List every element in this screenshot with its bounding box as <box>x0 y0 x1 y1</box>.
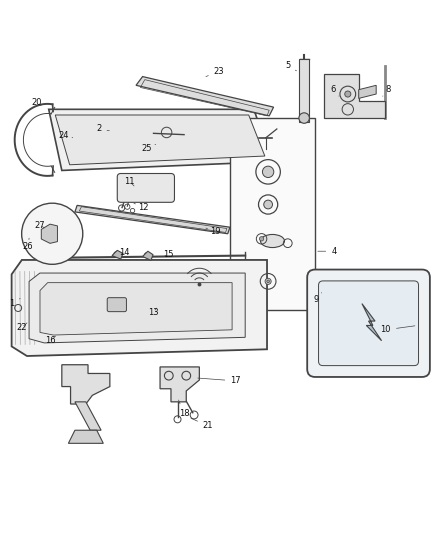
Polygon shape <box>112 251 123 259</box>
Bar <box>299 59 309 123</box>
Text: 16: 16 <box>46 336 56 345</box>
Polygon shape <box>40 282 232 335</box>
Text: 18: 18 <box>179 400 189 418</box>
Polygon shape <box>55 115 265 165</box>
Text: 14: 14 <box>119 248 130 257</box>
Polygon shape <box>75 205 230 234</box>
Circle shape <box>262 166 274 177</box>
Text: 4: 4 <box>318 247 336 256</box>
Polygon shape <box>75 402 101 430</box>
Polygon shape <box>160 367 199 402</box>
Polygon shape <box>68 430 103 443</box>
FancyBboxPatch shape <box>107 297 127 312</box>
Circle shape <box>267 280 269 282</box>
Circle shape <box>265 278 271 285</box>
FancyBboxPatch shape <box>318 281 419 366</box>
Polygon shape <box>41 224 57 244</box>
Polygon shape <box>29 273 245 343</box>
Circle shape <box>264 200 272 209</box>
Polygon shape <box>49 109 272 171</box>
Text: 20: 20 <box>32 98 42 107</box>
Text: 6: 6 <box>331 85 339 96</box>
Text: 25: 25 <box>142 144 155 153</box>
Text: 2: 2 <box>96 125 110 133</box>
Text: 23: 23 <box>206 67 224 77</box>
Text: 5: 5 <box>285 61 297 71</box>
Text: 15: 15 <box>163 250 174 259</box>
Text: 11: 11 <box>124 177 135 186</box>
Circle shape <box>345 91 351 97</box>
Bar <box>230 118 315 310</box>
Ellipse shape <box>261 235 285 247</box>
Text: 19: 19 <box>206 227 221 236</box>
Text: 27: 27 <box>35 221 45 230</box>
Polygon shape <box>62 365 110 404</box>
FancyBboxPatch shape <box>307 270 430 377</box>
Text: 9: 9 <box>313 293 321 304</box>
Circle shape <box>259 237 264 241</box>
Polygon shape <box>359 85 376 99</box>
Text: 22: 22 <box>16 323 27 332</box>
Polygon shape <box>143 251 153 261</box>
Text: 10: 10 <box>381 325 415 334</box>
Text: 8: 8 <box>383 85 391 96</box>
Circle shape <box>299 113 309 123</box>
Polygon shape <box>362 304 381 341</box>
Text: 13: 13 <box>148 308 159 317</box>
FancyBboxPatch shape <box>117 174 174 203</box>
Text: 1: 1 <box>9 298 20 308</box>
Text: 24: 24 <box>59 131 73 140</box>
Polygon shape <box>324 75 385 118</box>
Polygon shape <box>12 260 267 356</box>
Text: 21: 21 <box>191 418 213 430</box>
Text: 26: 26 <box>23 238 34 252</box>
Circle shape <box>21 203 83 264</box>
Text: 12: 12 <box>134 203 149 212</box>
Polygon shape <box>136 77 274 116</box>
Text: 17: 17 <box>198 376 241 385</box>
